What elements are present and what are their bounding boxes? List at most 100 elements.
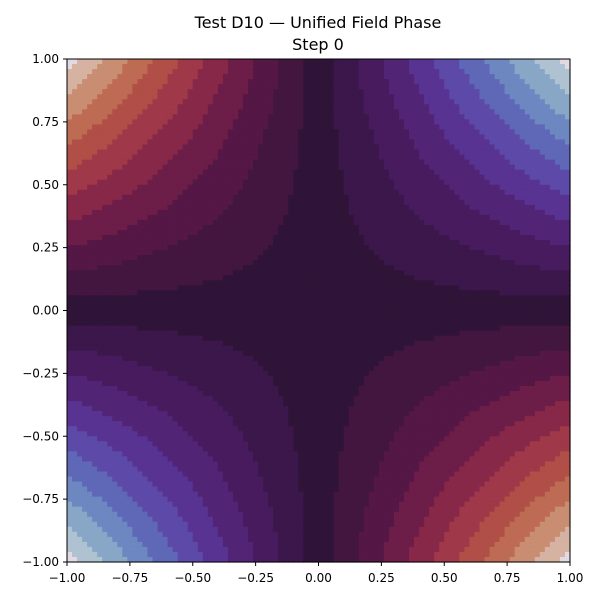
heatmap-cell xyxy=(102,406,108,412)
heatmap-cell xyxy=(112,300,118,307)
heatmap-cell xyxy=(77,245,83,251)
heatmap-cell xyxy=(207,310,214,317)
heatmap-cell xyxy=(152,541,159,548)
heatmap-cell xyxy=(227,129,234,136)
heatmap-cell xyxy=(263,385,269,392)
heatmap-cell xyxy=(162,481,169,488)
heatmap-cell xyxy=(107,139,113,146)
heatmap-cell xyxy=(192,486,199,493)
heatmap-cell xyxy=(303,521,310,528)
heatmap-cell xyxy=(137,250,144,256)
heatmap-cell xyxy=(102,431,108,437)
heatmap-cell xyxy=(187,265,194,271)
heatmap-cell xyxy=(303,255,310,261)
heatmap-cell xyxy=(82,385,88,392)
heatmap-cell xyxy=(313,265,320,271)
heatmap-cell xyxy=(122,526,128,533)
heatmap-cell xyxy=(278,476,284,483)
heatmap-cell xyxy=(172,285,179,291)
heatmap-cell xyxy=(248,406,254,412)
heatmap-cell xyxy=(82,350,88,357)
heatmap-cell xyxy=(132,235,139,241)
heatmap-cell xyxy=(102,149,108,156)
heatmap-cell xyxy=(127,546,133,553)
heatmap-cell xyxy=(263,159,269,166)
heatmap-cell xyxy=(152,506,159,513)
heatmap-cell xyxy=(273,511,279,518)
heatmap-cell xyxy=(263,491,269,498)
heatmap-cell xyxy=(238,114,244,120)
heatmap-cell xyxy=(238,265,244,271)
heatmap-cell xyxy=(293,416,299,422)
heatmap-cell xyxy=(182,330,189,337)
heatmap-cell xyxy=(92,491,98,498)
heatmap-cell xyxy=(263,345,269,352)
heatmap-cell xyxy=(172,214,179,221)
heatmap-cell xyxy=(177,119,184,125)
heatmap-cell xyxy=(82,471,88,478)
heatmap-cell xyxy=(112,99,118,105)
heatmap-cell xyxy=(268,335,274,342)
heatmap-cell xyxy=(202,240,209,246)
heatmap-cell xyxy=(238,401,244,407)
heatmap-cell xyxy=(122,219,128,226)
heatmap-cell xyxy=(67,526,73,533)
heatmap-cell xyxy=(107,406,113,412)
heatmap-cell xyxy=(298,375,305,382)
heatmap-cell xyxy=(112,385,118,392)
heatmap-cell xyxy=(102,89,108,95)
heatmap-cell xyxy=(202,59,209,65)
heatmap-cell xyxy=(288,124,294,131)
heatmap-cell xyxy=(127,511,133,518)
heatmap-cell xyxy=(67,204,73,211)
heatmap-cell xyxy=(227,270,234,276)
heatmap-cell xyxy=(202,310,209,317)
heatmap-cell xyxy=(67,89,73,95)
heatmap-cell xyxy=(112,436,118,442)
heatmap-cell xyxy=(253,315,259,322)
heatmap-cell xyxy=(293,385,299,392)
heatmap-cell xyxy=(238,546,244,553)
heatmap-cell xyxy=(248,335,254,342)
heatmap-cell xyxy=(132,390,139,397)
heatmap-cell xyxy=(157,164,164,171)
heatmap-cell xyxy=(77,551,83,558)
heatmap-cell xyxy=(248,89,254,95)
heatmap-cell xyxy=(258,224,264,231)
heatmap-cell xyxy=(283,295,289,302)
heatmap-cell xyxy=(253,335,259,342)
heatmap-cell xyxy=(187,345,194,352)
heatmap-cell xyxy=(222,451,229,457)
heatmap-cell xyxy=(147,184,154,191)
heatmap-cell xyxy=(202,536,209,543)
heatmap-cell xyxy=(212,340,219,347)
heatmap-cell xyxy=(87,275,93,281)
heatmap-cell xyxy=(152,129,159,136)
heatmap-cell xyxy=(102,235,108,241)
heatmap-cell xyxy=(192,214,199,221)
heatmap-cell xyxy=(177,245,184,251)
heatmap-cell xyxy=(192,119,199,125)
heatmap-cell xyxy=(182,164,189,171)
heatmap-cell xyxy=(293,214,299,221)
heatmap-cell xyxy=(238,521,244,528)
heatmap-cell xyxy=(227,174,234,181)
heatmap-cell xyxy=(172,250,179,256)
heatmap-cell xyxy=(298,421,305,427)
heatmap-cell xyxy=(263,426,269,432)
heatmap-cell xyxy=(107,426,113,432)
heatmap-cell xyxy=(137,204,144,211)
heatmap-cell xyxy=(92,214,98,221)
heatmap-cell xyxy=(122,265,128,271)
heatmap-cell xyxy=(67,375,73,382)
heatmap-cell xyxy=(97,84,103,90)
heatmap-cell xyxy=(182,396,189,402)
heatmap-cell xyxy=(227,240,234,246)
heatmap-cell xyxy=(212,416,219,422)
heatmap-cell xyxy=(192,265,199,271)
heatmap-cell xyxy=(117,456,123,462)
heatmap-cell xyxy=(303,184,310,191)
heatmap-cell xyxy=(217,194,224,201)
heatmap-cell xyxy=(132,159,139,166)
heatmap-cell xyxy=(222,245,229,251)
